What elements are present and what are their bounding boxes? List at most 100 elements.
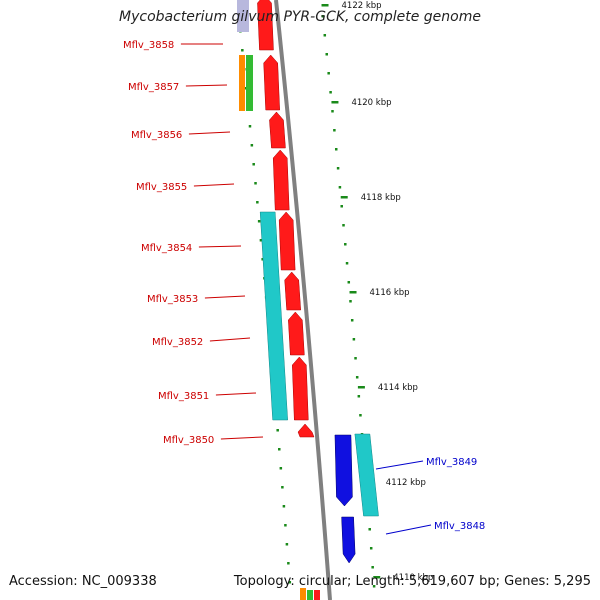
reverse-cds-arrow [292, 356, 309, 421]
gene-label: Mflv_3858 [123, 40, 174, 51]
green-feature [246, 55, 253, 111]
scale-minor-tick [284, 524, 287, 527]
reverse-cds-arrow [288, 311, 305, 356]
gene-label: Mflv_3848 [434, 521, 485, 532]
scale-minor-tick [282, 505, 286, 508]
scale-minor-tick [248, 125, 252, 128]
gene-label-leader [215, 392, 257, 396]
gene-label-leader [188, 131, 231, 135]
scale-minor-tick [368, 528, 371, 531]
scale-minor-tick [352, 338, 356, 341]
scale-minor-tick [261, 258, 264, 261]
scale-label: 4116 kbp [370, 288, 410, 298]
scale-major-tick [357, 386, 365, 389]
scale-label: 4114 kbp [378, 383, 418, 393]
scale-minor-tick [349, 300, 352, 303]
gene-label-leader [204, 295, 246, 299]
scale-minor-tick [347, 281, 351, 284]
scale-minor-tick [285, 543, 289, 546]
scale-minor-tick [334, 148, 338, 151]
scale-minor-tick [257, 220, 261, 223]
scale-minor-tick [288, 581, 292, 584]
scale-minor-tick [287, 562, 290, 565]
scale-major-tick [373, 576, 381, 579]
scale-minor-tick [357, 395, 361, 398]
scale-minor-tick [329, 91, 332, 94]
reverse-cds-arrow [263, 54, 280, 111]
scale-minor-tick [276, 429, 279, 432]
reverse-cds-arrow [269, 111, 286, 149]
scale-minor-tick [321, 15, 325, 18]
scale-major-tick [321, 4, 329, 7]
scale-minor-tick [241, 49, 244, 52]
scale-minor-tick [355, 376, 359, 379]
scale-major-tick [331, 101, 339, 104]
gene-label-leader [385, 524, 432, 535]
scale-label: 4112 kbp [386, 478, 426, 488]
scale-label: 4118 kbp [361, 193, 401, 203]
green-feature [307, 590, 313, 600]
reverse-feature-block [259, 211, 288, 421]
gene-label-leader [193, 183, 235, 187]
scale-label: 4122 kbp [342, 1, 382, 11]
scale-minor-tick [250, 144, 254, 147]
forward-cds-arrow [341, 516, 356, 564]
gene-label-leader [198, 245, 242, 248]
scale-minor-tick [338, 186, 342, 189]
gene-label: Mflv_3849 [426, 457, 477, 468]
genome-title: Mycobacterium gilvum PYR-GCK, complete g… [119, 9, 481, 25]
forward-feature-block [354, 433, 379, 517]
scale-minor-tick [342, 224, 345, 227]
reverse-cds-arrow [297, 423, 315, 438]
gene-label-leader [220, 436, 264, 440]
orange-feature [239, 55, 245, 111]
gene-label: Mflv_3850 [163, 435, 214, 446]
reverse-cds-arrow [272, 149, 290, 211]
scale-minor-tick [354, 357, 357, 360]
scale-minor-tick [345, 262, 349, 265]
scale-minor-tick [359, 414, 362, 417]
scale-minor-tick [278, 448, 281, 451]
scale-minor-tick [327, 72, 330, 75]
genome-backbone [274, 0, 332, 600]
gene-label: Mflv_3853 [147, 294, 198, 305]
scale-label: 4110 kbp [393, 573, 433, 583]
forward-cds-arrow [334, 434, 353, 507]
scale-label: 4120 kbp [351, 98, 391, 108]
reverse-cds-arrow [314, 590, 320, 600]
accession-text: Accession: NC_009338 [9, 574, 157, 589]
gene-label-leader [185, 84, 228, 87]
scale-minor-tick [259, 239, 263, 242]
scale-minor-tick [340, 205, 343, 208]
scale-minor-tick [281, 486, 284, 489]
scale-minor-tick [252, 163, 255, 166]
scale-minor-tick [371, 566, 374, 569]
gene-label: Mflv_3852 [152, 337, 203, 348]
scale-minor-tick [350, 319, 354, 322]
gene-label: Mflv_3856 [131, 130, 182, 141]
scale-minor-tick [372, 585, 376, 588]
reverse-cds-arrow [257, 0, 274, 51]
scale-minor-tick [254, 182, 257, 185]
scale-minor-tick [279, 467, 283, 470]
scale-major-tick [340, 196, 348, 199]
scale-minor-tick [344, 243, 347, 246]
scale-minor-tick [331, 110, 334, 113]
scale-minor-tick [369, 547, 373, 550]
orange-feature [300, 588, 306, 600]
gene-label: Mflv_3857 [128, 82, 179, 93]
gene-label-leader [209, 337, 251, 342]
scale-minor-tick [256, 201, 259, 204]
scale-minor-tick [323, 34, 327, 37]
scale-minor-tick [333, 129, 336, 132]
gene-label: Mflv_3855 [136, 182, 187, 193]
gene-label-leader [375, 460, 424, 470]
gene-label: Mflv_3851 [158, 391, 209, 402]
scale-major-tick [349, 291, 357, 294]
scale-minor-tick [336, 167, 340, 170]
gene-label: Mflv_3854 [141, 243, 192, 254]
scale-minor-tick [325, 53, 328, 56]
reverse-cds-arrow [278, 211, 296, 271]
reverse-cds-arrow [284, 271, 301, 311]
